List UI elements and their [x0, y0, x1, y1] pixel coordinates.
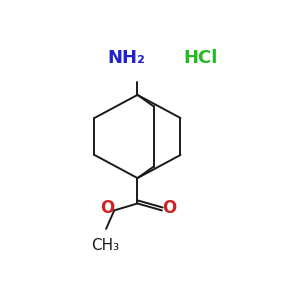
Text: O: O: [100, 199, 115, 217]
Text: O: O: [162, 199, 176, 217]
Text: HCl: HCl: [183, 49, 218, 67]
Text: CH₃: CH₃: [91, 238, 119, 253]
Text: NH₂: NH₂: [107, 49, 145, 67]
